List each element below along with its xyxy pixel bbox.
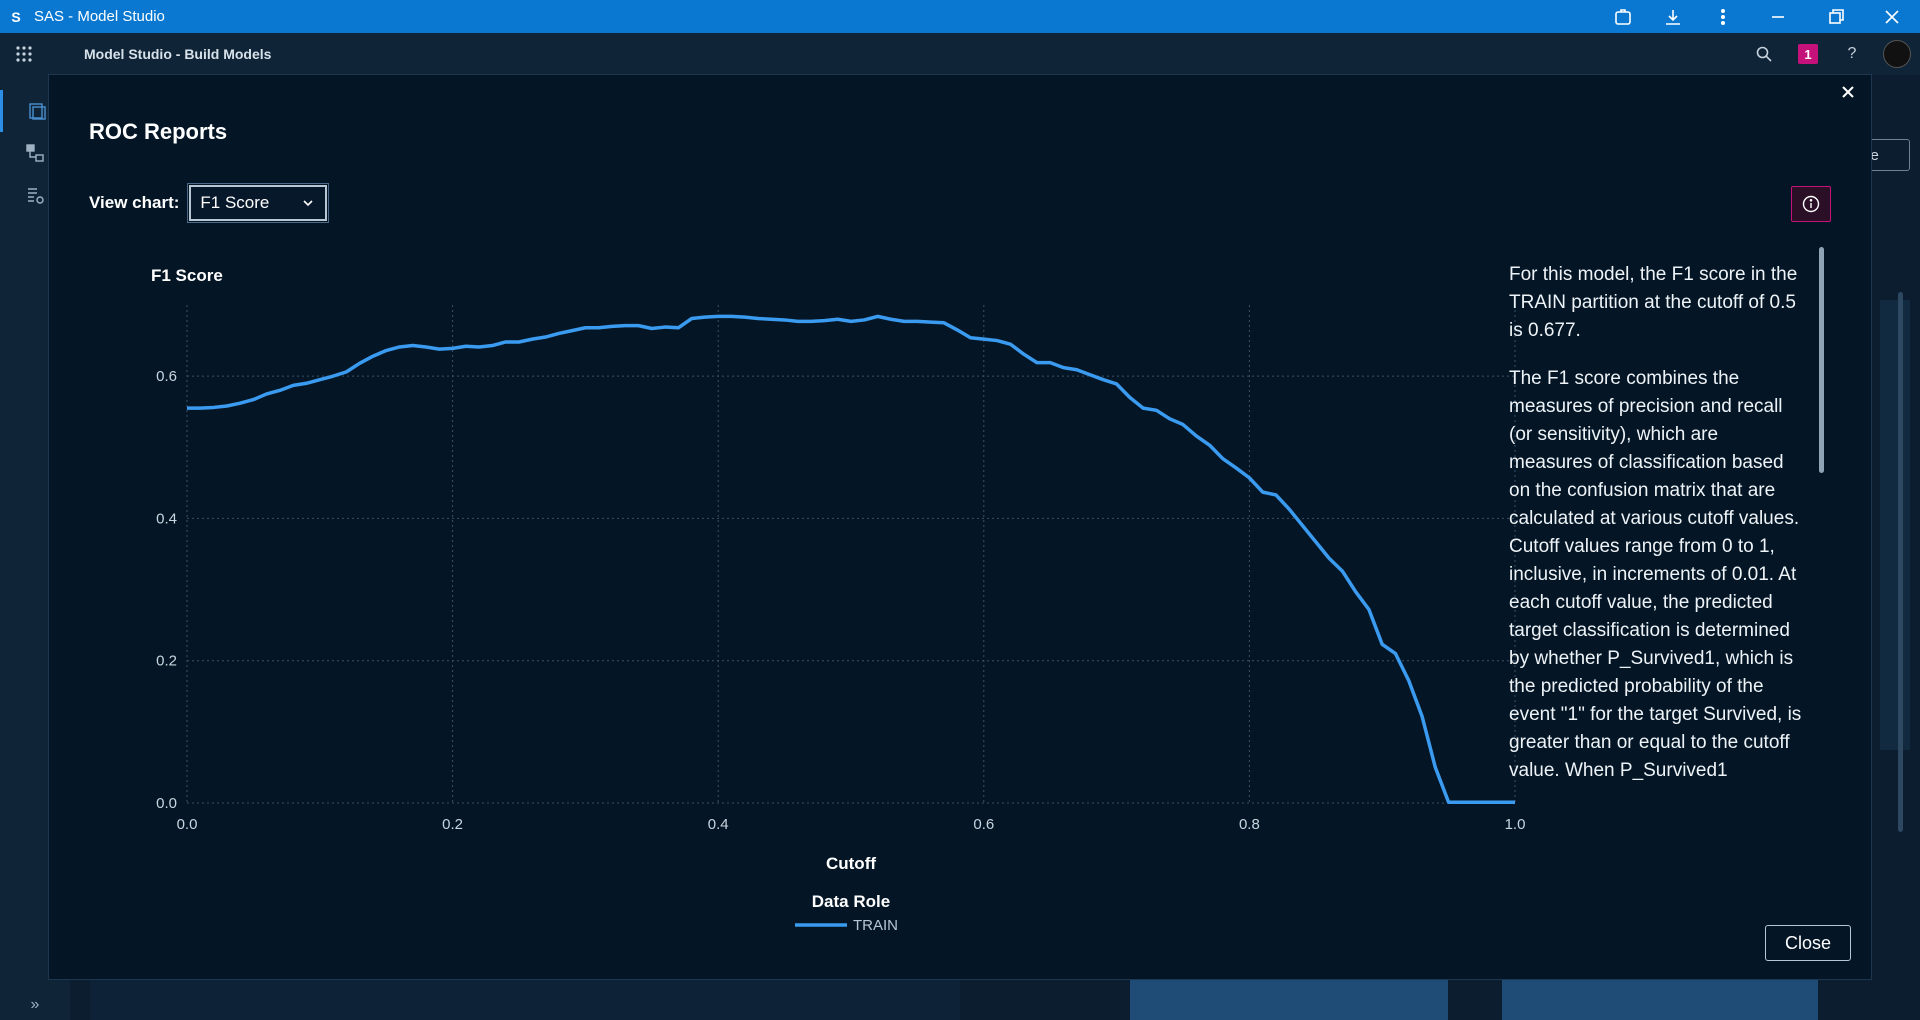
background-bar-right bbox=[1502, 980, 1818, 1020]
background-panel bbox=[1880, 300, 1910, 750]
y-tick-label: 0.6 bbox=[156, 368, 177, 385]
minimize-icon[interactable] bbox=[1748, 0, 1808, 33]
extensions-icon[interactable] bbox=[1598, 0, 1648, 33]
x-tick-label: 0.2 bbox=[442, 816, 463, 833]
background-bar-left bbox=[1130, 980, 1448, 1020]
avatar bbox=[1883, 40, 1911, 68]
chart-description: For this model, the F1 score in the TRAI… bbox=[1509, 261, 1805, 821]
description-paragraph: The F1 score combines the measures of pr… bbox=[1509, 368, 1802, 781]
view-chart-select[interactable]: F1 Score bbox=[187, 183, 330, 223]
search-icon[interactable] bbox=[1742, 33, 1786, 75]
help-icon[interactable]: ? bbox=[1847, 45, 1857, 62]
x-tick-label: 0.0 bbox=[177, 816, 198, 833]
view-chart-label: View chart: bbox=[89, 193, 180, 212]
pipeline-comparison-nav-icon[interactable] bbox=[0, 174, 70, 216]
chart-title: F1 Score bbox=[151, 266, 223, 285]
app-title: Model Studio - Build Models bbox=[84, 46, 272, 62]
legend-title: Data Role bbox=[812, 892, 890, 911]
dialog-title: ROC Reports bbox=[89, 119, 228, 144]
roc-reports-dialog: ROC Reports View chart: F1 Score F1 Scor… bbox=[48, 74, 1872, 980]
app-header: Model Studio - Build Models 1 ? bbox=[0, 33, 1920, 75]
download-icon[interactable] bbox=[1648, 0, 1698, 33]
sas-app-icon: S bbox=[11, 8, 21, 25]
description-scrollbar[interactable] bbox=[1819, 247, 1824, 473]
close-button[interactable]: Close bbox=[1765, 925, 1851, 961]
chevron-down-icon bbox=[301, 195, 315, 215]
user-avatar-button[interactable] bbox=[1874, 33, 1920, 75]
view-chart-selected-value: F1 Score bbox=[200, 193, 270, 212]
x-tick-label: 0.4 bbox=[708, 816, 729, 833]
y-tick-label: 0.2 bbox=[156, 653, 177, 670]
pipelines-nav-icon[interactable] bbox=[0, 132, 70, 174]
chart-svg: F1 Score 0.0 0.2 0.4 0.6 0.8 1.0 0.0 0.2 0.4 0.6 Cu… bbox=[151, 266, 1526, 934]
info-button[interactable] bbox=[1791, 186, 1831, 222]
expand-rail-icon[interactable]: » bbox=[30, 996, 40, 1013]
background-scrollbar bbox=[1898, 292, 1903, 832]
x-axis-label: Cutoff bbox=[826, 854, 876, 873]
legend-label: TRAIN bbox=[853, 917, 898, 934]
more-options-icon[interactable] bbox=[1698, 0, 1748, 33]
dialog-close-icon[interactable] bbox=[1837, 81, 1859, 103]
y-tick-label: 0.0 bbox=[156, 795, 177, 812]
f1-score-chart: F1 Score 0.0 0.2 0.4 0.6 0.8 1.0 0.0 0.2 0.4 0.6 Cu… bbox=[93, 245, 1533, 945]
restore-icon[interactable] bbox=[1808, 0, 1864, 33]
x-tick-label: 1.0 bbox=[1505, 816, 1526, 833]
view-chart-row: View chart: F1 Score bbox=[89, 183, 330, 223]
x-tick-label: 0.6 bbox=[973, 816, 994, 833]
data-nav-icon[interactable] bbox=[0, 90, 70, 132]
notifications-button[interactable]: 1 bbox=[1786, 33, 1830, 75]
notification-count-badge: 1 bbox=[1798, 44, 1818, 64]
info-icon bbox=[1802, 195, 1820, 213]
window-title-bar: S SAS - Model Studio bbox=[0, 0, 1920, 33]
app-launcher-icon[interactable] bbox=[0, 33, 48, 75]
y-tick-label: 0.4 bbox=[156, 510, 177, 527]
description-paragraph: For this model, the F1 score in the TRAI… bbox=[1509, 264, 1798, 341]
series-line-train bbox=[187, 314, 1515, 805]
x-tick-label: 0.8 bbox=[1239, 816, 1260, 833]
window-title: SAS - Model Studio bbox=[34, 8, 165, 25]
background-table-strip bbox=[90, 980, 960, 1020]
window-close-icon[interactable] bbox=[1864, 0, 1920, 33]
